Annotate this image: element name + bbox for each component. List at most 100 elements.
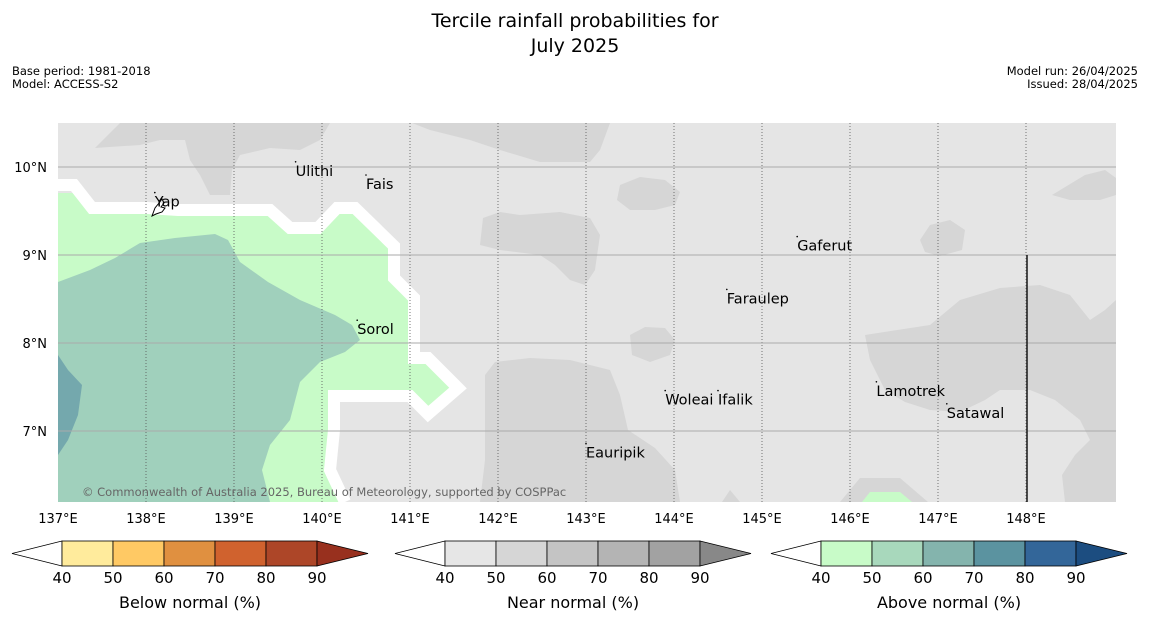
longitude-tick-label: 142°E: [478, 512, 518, 527]
longitude-tick-label: 148°E: [1006, 512, 1046, 527]
place-marker: [664, 389, 666, 392]
map-title: Tercile rainfall probabilities for July …: [0, 9, 1150, 59]
above-normal-40-region: [862, 492, 912, 502]
latitude-labels: 10°N 9°N 8°N 7°N: [14, 161, 47, 440]
colorbar-segment: [163, 540, 216, 567]
above-normal-edge: [58, 179, 467, 502]
latitude-tick-label: 10°N: [14, 161, 47, 176]
meta-right: Model run: 26/04/2025 Issued: 28/04/2025: [1007, 65, 1138, 91]
latitude-tick-label: 8°N: [23, 337, 48, 352]
place-marker: [717, 389, 719, 392]
colorbar-segment: [1024, 540, 1077, 567]
longitude-tick-label: 141°E: [390, 512, 430, 527]
model-name: Model: ACCESS-S2: [12, 77, 119, 91]
colorbar-tick-label: 60: [537, 569, 556, 587]
place-marker: [294, 161, 297, 163]
place-label-faraulep: Faraulep: [727, 291, 789, 307]
place-label-gaferut: Gaferut: [797, 239, 852, 255]
colorbar-2: 40 50 60 70 80 90: [770, 540, 1128, 587]
map-area[interactable]: Yap Ulithi Fais Sorol Gaferut Faraulep Woleai I…: [58, 123, 1116, 502]
colorbar-tick-label: 50: [862, 569, 881, 587]
near-normal-region: [840, 478, 928, 502]
latitude-tick-label: 7°N: [23, 425, 48, 440]
near-normal-region: [412, 123, 610, 162]
colorbar-tick-label: 90: [690, 569, 709, 587]
base-period: Base period: 1981-2018: [12, 64, 151, 78]
colorbar-high-extension: [699, 540, 752, 567]
near-normal-region: [1052, 170, 1116, 200]
colorbar-tick-label: 90: [1066, 569, 1085, 587]
colorbar-segment: [495, 540, 548, 567]
colorbar-tick-label: 70: [588, 569, 607, 587]
place-label-fais: Fais: [366, 177, 393, 193]
yap-island-shape: [151, 198, 166, 218]
longitude-tick-label: 139°E: [214, 512, 254, 527]
below-normal-label: Below normal (%): [118, 593, 262, 612]
near-normal-region: [95, 123, 330, 195]
place-label-sorol: Sorol: [357, 322, 394, 338]
near-normal-region: [920, 220, 965, 256]
near-normal-regions: [95, 123, 1116, 502]
issued-date: Issued: 28/04/2025: [1027, 77, 1138, 91]
colorbar-tick-label: 40: [52, 569, 71, 587]
place-label-yap: Yap: [154, 195, 180, 211]
parallels: [58, 166, 1116, 432]
colorbar-tick-label: 60: [154, 569, 173, 587]
place-marker: [356, 319, 359, 322]
longitude-tick-label: 140°E: [302, 512, 342, 527]
near-normal-label: Near normal (%): [506, 593, 640, 612]
above-normal-50-region: [58, 234, 360, 502]
colorbar-segment: [871, 540, 924, 567]
near-normal-region: [480, 358, 680, 502]
colorbar-0: 40 50 60 70 80 90: [11, 540, 369, 587]
place-marker: [796, 235, 798, 238]
colorbar-high-extension: [316, 540, 369, 567]
longitude-labels: 137°E 138°E 139°E 140°E 141°E 142°E 143°E 144°E…: [38, 512, 1046, 527]
place-marker: [946, 403, 948, 405]
colorbar-tick-label: 80: [639, 569, 658, 587]
colorbar-segment: [546, 540, 599, 567]
near-normal-region: [480, 212, 600, 285]
colorbar-segment: [820, 540, 873, 567]
near-normal-region: [617, 177, 680, 210]
place-marker: [875, 381, 878, 383]
colorbar-segment: [648, 540, 701, 567]
place-label-ulithi: Ulithi: [296, 164, 334, 180]
longitude-tick-label: 144°E: [654, 512, 694, 527]
latitude-tick-label: 9°N: [23, 249, 48, 264]
colorbar-high-extension: [1075, 540, 1128, 567]
colorbars: 40 50 60 70 80 90 40 50 60 70 80 90 40 50 60 70 80 90: [11, 540, 1128, 587]
colorbar-segment: [214, 540, 267, 567]
longitude-tick-label: 147°E: [918, 512, 958, 527]
longitude-tick-label: 145°E: [742, 512, 782, 527]
colorbar-tick-label: 50: [103, 569, 122, 587]
near-normal-region: [865, 285, 1116, 502]
colorbar-tick-label: 90: [307, 569, 326, 587]
model-run: Model run: 26/04/2025: [1006, 64, 1138, 78]
colorbar-1: 40 50 60 70 80 90: [394, 540, 752, 587]
place-marker: [726, 288, 728, 291]
colorbar-segment: [444, 540, 497, 567]
place-labels: Yap Ulithi Fais Sorol Gaferut Faraulep Woleai I…: [154, 161, 1004, 461]
copyright-text: © Commonwealth of Australia 2025, Bureau…: [82, 485, 566, 499]
place-label-satawal: Satawal: [947, 406, 1004, 422]
colorbar-tick-label: 80: [1015, 569, 1034, 587]
colorbar-segment: [112, 540, 165, 567]
longitude-tick-label: 143°E: [566, 512, 606, 527]
colorbar-low-extension: [770, 540, 822, 567]
colorbar-tick-label: 40: [435, 569, 454, 587]
place-label-lamotrek: Lamotrek: [876, 384, 945, 400]
colorbar-segment: [973, 540, 1026, 567]
place-marker: [365, 174, 367, 176]
near-normal-region: [630, 327, 675, 362]
longitude-tick-label: 146°E: [830, 512, 870, 527]
place-marker: [154, 191, 156, 194]
colorbar-tick-label: 60: [913, 569, 932, 587]
colorbar-tick-label: 50: [486, 569, 505, 587]
above-normal-60-region: [58, 355, 82, 455]
above-normal-label: Above normal (%): [876, 593, 1022, 612]
colorbar-low-extension: [394, 540, 446, 567]
meridians: [145, 123, 1027, 502]
place-label-woleai: Woleai: [665, 393, 713, 409]
